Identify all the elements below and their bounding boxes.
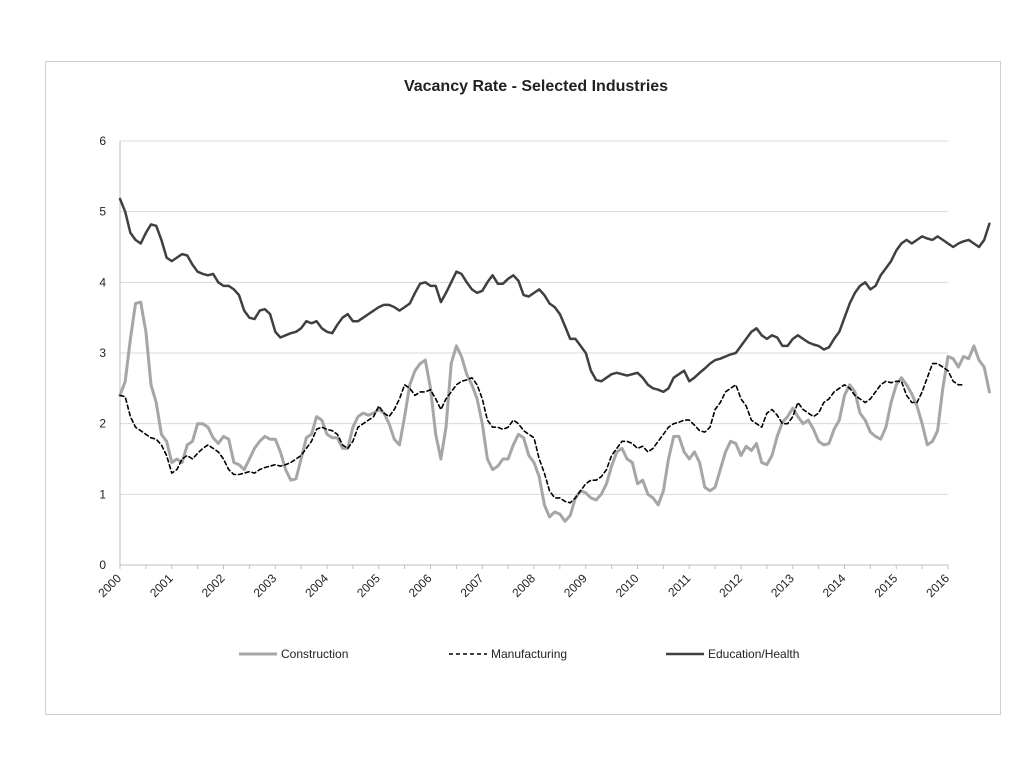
y-tick-label: 5 bbox=[99, 205, 106, 219]
series-line-education-health bbox=[118, 197, 991, 394]
y-tick-label: 2 bbox=[99, 417, 106, 431]
x-tick-label: 2014 bbox=[820, 571, 849, 600]
series-line-manufacturing bbox=[119, 362, 965, 504]
x-tick-label: 2006 bbox=[406, 571, 435, 600]
x-tick-label: 2003 bbox=[251, 571, 280, 600]
legend-label: Construction bbox=[281, 647, 348, 661]
x-tick-label: 2011 bbox=[665, 571, 693, 599]
x-tick-label: 2010 bbox=[613, 571, 642, 600]
chart-svg: Vacancy Rate - Selected Industries 0 1 2 3 4… bbox=[95, 78, 991, 661]
x-tick-label: 2004 bbox=[302, 571, 331, 600]
x-tick-label: 2008 bbox=[509, 571, 538, 600]
chart-frame: Vacancy Rate - Selected Industries 0 1 2 3 4… bbox=[45, 61, 1001, 715]
y-tick-label: 3 bbox=[99, 346, 106, 360]
x-tick-label: 2013 bbox=[768, 571, 797, 600]
x-tick-label: 2016 bbox=[923, 571, 952, 600]
legend-label: Manufacturing bbox=[491, 647, 567, 661]
y-tick-label: 6 bbox=[99, 134, 106, 148]
x-tick-label: 2015 bbox=[872, 571, 901, 600]
x-tick-label: 2007 bbox=[458, 571, 487, 600]
y-tick-label: 4 bbox=[99, 275, 106, 289]
chart-title: Vacancy Rate - Selected Industries bbox=[404, 78, 668, 95]
x-tick-label: 2001 bbox=[147, 571, 176, 600]
x-tick-label: 2000 bbox=[95, 571, 124, 600]
gridlines bbox=[120, 140, 948, 495]
series-lines bbox=[118, 197, 991, 523]
legend: Construction Manufacturing Education/Healt… bbox=[239, 647, 799, 661]
y-tick-label: 0 bbox=[99, 558, 106, 572]
series-line-construction bbox=[118, 300, 991, 523]
x-tick-label: 2002 bbox=[199, 571, 228, 600]
x-tick-label: 2009 bbox=[561, 571, 590, 600]
x-axis-ticks: 2000 2001 2002 2003 2004 2005 2006 2007 2008 2009… bbox=[95, 565, 952, 600]
y-axis-ticks: 0 1 2 3 4 5 6 bbox=[99, 134, 106, 572]
y-tick-label: 1 bbox=[99, 487, 106, 501]
x-tick-label: 2005 bbox=[354, 571, 383, 600]
legend-label: Education/Health bbox=[708, 647, 799, 661]
x-tick-label: 2012 bbox=[716, 571, 745, 600]
